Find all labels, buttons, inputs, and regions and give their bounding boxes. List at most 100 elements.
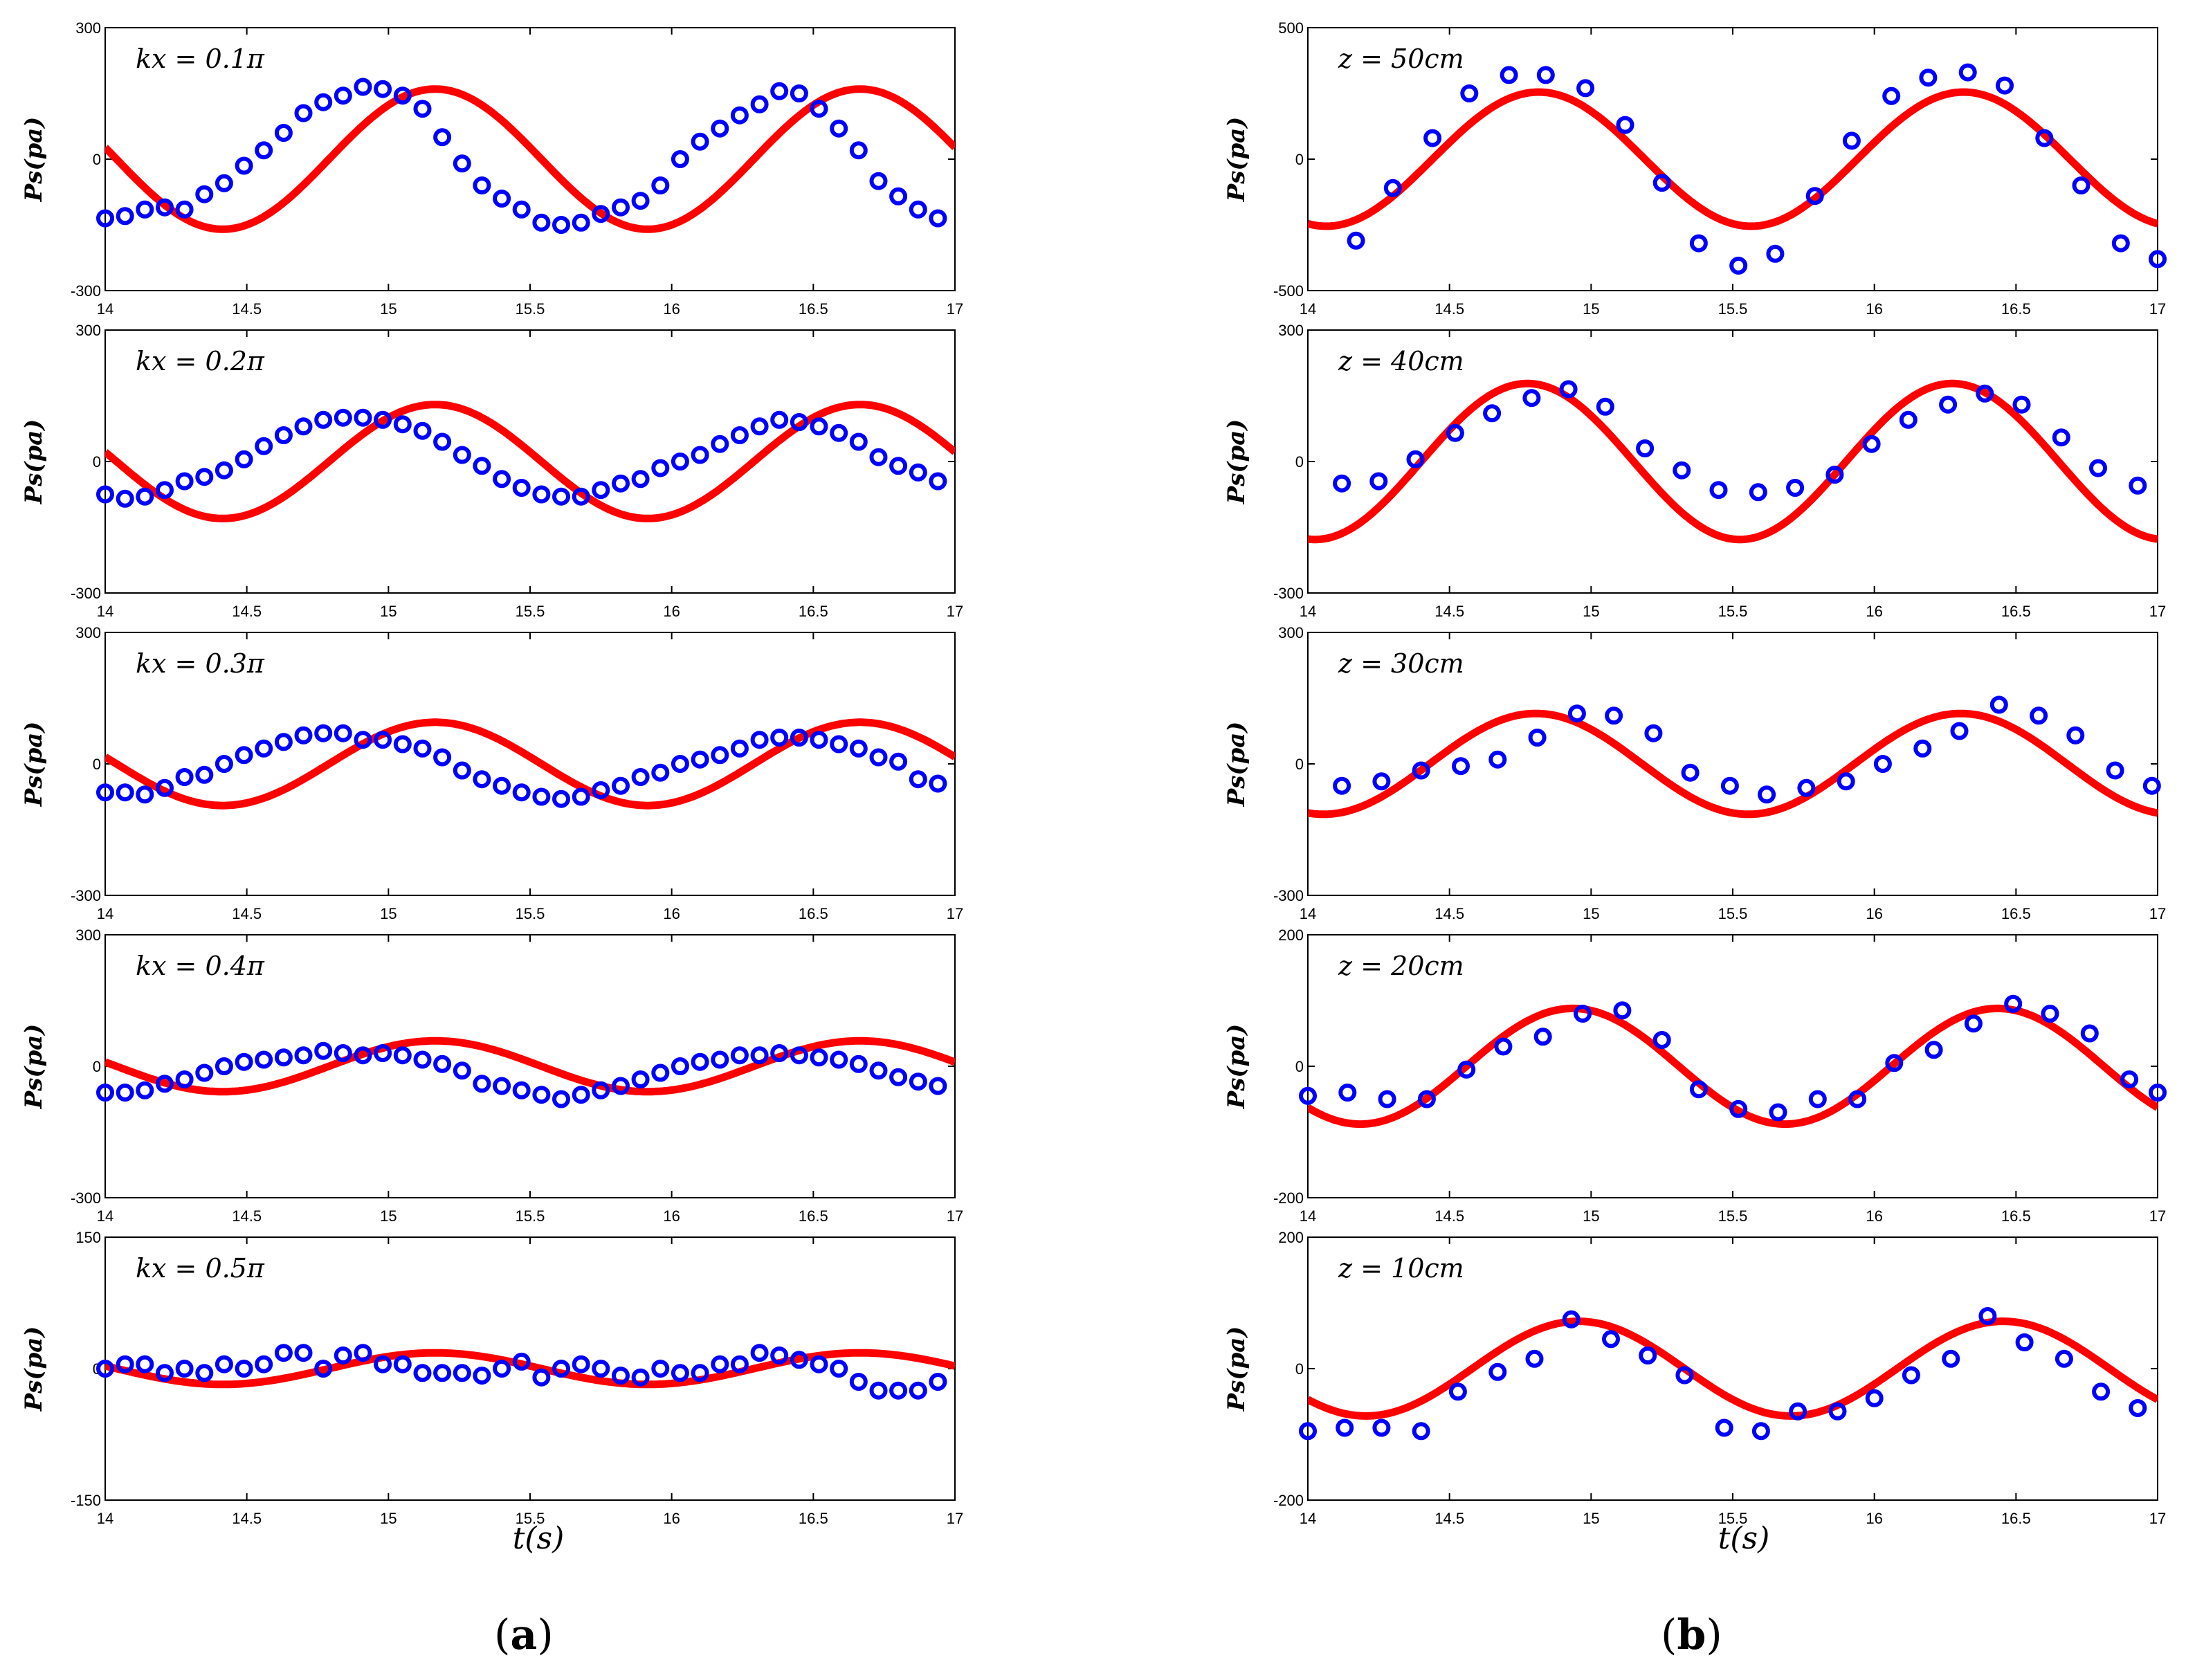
x-tick-label: 15.5 (516, 1207, 545, 1225)
data-point (512, 479, 531, 497)
data-point (1789, 1402, 1807, 1421)
data-point (274, 1344, 293, 1362)
data-point (592, 1081, 610, 1099)
data-point (750, 1344, 769, 1362)
data-point (314, 1360, 333, 1378)
y-tick-label: 150 (75, 1229, 101, 1246)
x-tick-label: 16.5 (2001, 905, 2031, 922)
data-point (592, 1360, 610, 1378)
x-tick-label: 15 (380, 1207, 397, 1225)
x-tick-label: 15 (380, 300, 397, 318)
x-tick-label: 15.5 (1718, 1510, 1748, 1527)
data-point (1639, 1346, 1657, 1364)
x-tick-label: 15 (1583, 905, 1599, 922)
data-point (334, 1044, 352, 1062)
y-tick-label: 0 (93, 151, 101, 168)
data-point (2106, 761, 2124, 780)
data-point (711, 119, 729, 138)
x-tick-label: 16 (663, 905, 680, 922)
y-axis-label: Ps(pa) (20, 117, 48, 203)
data-point (1828, 1402, 1847, 1421)
data-point (572, 1355, 590, 1373)
data-point (552, 1090, 570, 1108)
data-point (1423, 129, 1442, 147)
data-point (294, 1046, 313, 1065)
data-point (532, 213, 551, 232)
y-tick-label: -200 (1273, 1189, 1304, 1207)
data-point (849, 432, 868, 451)
data-point (334, 86, 352, 105)
x-tick-label: 15 (1583, 1207, 1599, 1225)
y-axis-label: Ps(pa) (1223, 419, 1250, 505)
data-point (1942, 1349, 1960, 1368)
panel-annotation: z = 40cm (1338, 346, 1464, 376)
x-tick-label: 17 (2149, 300, 2166, 318)
y-tick-label: 200 (1278, 926, 1304, 944)
data-point (1842, 131, 1861, 150)
data-point (1562, 1310, 1581, 1329)
x-tick-label: 15.5 (516, 1510, 545, 1527)
data-point (1299, 1422, 1317, 1441)
data-point (175, 768, 194, 786)
data-point (136, 1355, 154, 1373)
y-axis-label: Ps(pa) (1223, 722, 1250, 807)
data-point (473, 770, 491, 789)
data-point (869, 448, 888, 466)
data-point (730, 1046, 749, 1065)
data-point (1412, 1422, 1430, 1441)
data-point (1460, 84, 1479, 102)
data-point (96, 485, 114, 504)
data-point (1837, 772, 1855, 791)
data-point (1616, 116, 1634, 134)
x-tick-label: 14 (97, 603, 113, 620)
data-point (929, 1373, 947, 1391)
y-tick-label: 0 (1295, 453, 1304, 471)
data-point (750, 95, 769, 113)
data-point (512, 1352, 531, 1371)
data-point (790, 413, 808, 431)
data-point (889, 1068, 908, 1086)
theory-curve (1308, 709, 2158, 819)
x-tick-label: 16.5 (799, 603, 828, 620)
data-point (830, 1360, 848, 1378)
data-point (532, 1368, 551, 1387)
panel-annotation: z = 30cm (1338, 648, 1464, 679)
x-tick-label: 16 (663, 1510, 680, 1527)
data-point (1378, 1090, 1396, 1108)
x-tick-label: 14.5 (1434, 1207, 1464, 1225)
data-point (175, 1360, 194, 1378)
data-point (235, 450, 253, 468)
data-point (255, 1050, 273, 1069)
data-point (1825, 466, 1844, 484)
subplot-b5: 14 14.5 15 15.5 16 16.5 17 200 0 -200 Ps(pa) z = 10… (1223, 1229, 2166, 1527)
data-point (770, 729, 789, 747)
data-point (1958, 63, 1977, 82)
data-point (314, 93, 333, 111)
x-tick-label: 16 (1866, 905, 1882, 922)
data-point (810, 1048, 828, 1067)
data-point (1913, 739, 1932, 758)
x-tick-label: 15.5 (1718, 905, 1748, 922)
data-point (294, 417, 313, 436)
data-point (631, 192, 650, 210)
data-point (909, 1381, 927, 1400)
x-tick-label: 14.5 (232, 300, 262, 318)
data-point (1964, 1014, 1983, 1033)
data-point (849, 1054, 868, 1073)
y-axis-label: Ps(pa) (1223, 117, 1250, 203)
data-point (1885, 1054, 1904, 1072)
subplot-a1: 14 14.5 15 15.5 16 16.5 17 300 0 -300 Ps(pa) kx = 0… (20, 19, 963, 318)
data-point (869, 1061, 888, 1080)
data-point (2120, 1070, 2139, 1088)
data-point (572, 213, 590, 232)
data-point (631, 768, 650, 786)
data-point (1950, 722, 1969, 740)
data-point (631, 1070, 650, 1088)
data-point (909, 463, 927, 482)
data-point (532, 1086, 551, 1104)
data-point (572, 787, 590, 806)
data-point (770, 1044, 789, 1062)
x-tick-label: 15 (1583, 300, 1599, 318)
data-point (1457, 1060, 1476, 1079)
subplot-a4: 14 14.5 15 15.5 16 16.5 17 300 0 -300 Ps(pa) kx = 0… (20, 926, 963, 1225)
